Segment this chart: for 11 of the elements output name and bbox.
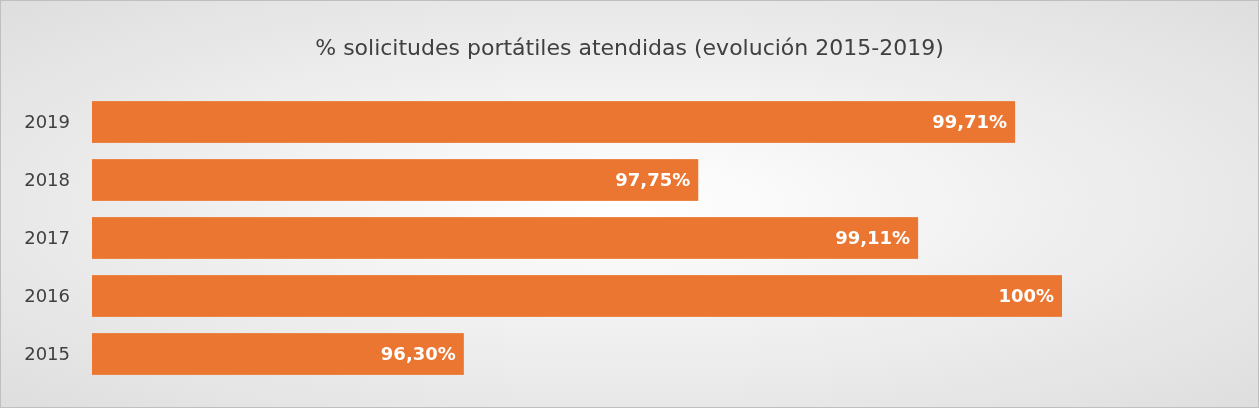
data-label: 100% (998, 285, 1054, 307)
y-tick-label: 2016 (24, 285, 70, 307)
data-label: 97,75% (615, 169, 691, 191)
data-label: 99,11% (835, 227, 911, 249)
data-label: 99,71% (932, 111, 1008, 133)
y-tick-label: 2017 (24, 227, 70, 249)
y-tick-label: 2018 (24, 169, 70, 191)
data-label: 96,30% (380, 343, 456, 365)
y-tick-label: 2019 (24, 111, 70, 133)
y-tick-label: 2015 (24, 343, 70, 365)
chart-title: % solicitudes portátiles atendidas (evolución 2015-2019) (315, 34, 944, 60)
